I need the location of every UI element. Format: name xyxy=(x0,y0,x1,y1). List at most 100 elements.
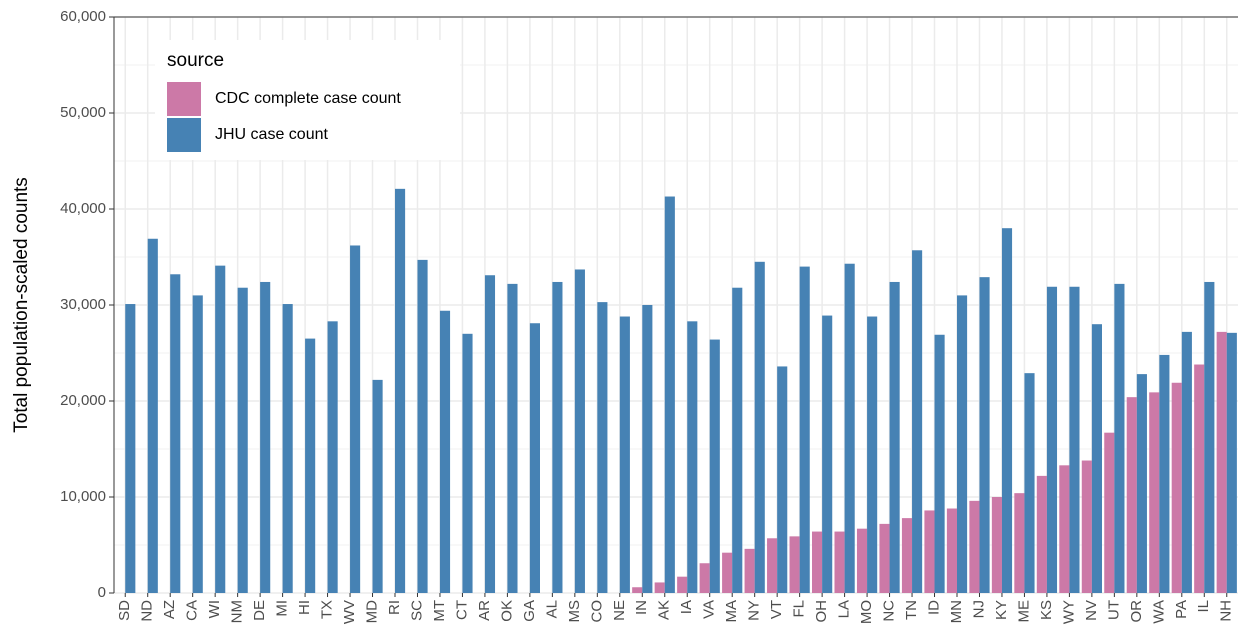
x-tick-label: NV xyxy=(1083,600,1100,621)
x-tick-label: GA xyxy=(521,600,538,622)
x-tick-label: MT xyxy=(431,600,448,622)
bar xyxy=(912,250,923,593)
x-tick-label: CT xyxy=(453,600,470,620)
bar xyxy=(699,563,710,593)
x-tick-label: IA xyxy=(678,600,695,614)
bar xyxy=(395,188,406,593)
bar xyxy=(350,245,361,594)
x-tick-label: VT xyxy=(768,600,785,619)
x-tick-label: IN xyxy=(633,600,650,615)
legend-swatch xyxy=(167,82,201,116)
bar xyxy=(327,321,338,593)
bar xyxy=(822,315,833,593)
x-tick-label: WI xyxy=(206,600,223,618)
legend-swatch xyxy=(167,118,201,152)
bar xyxy=(507,283,518,593)
bar xyxy=(417,259,428,593)
y-tick-label: 40,000 xyxy=(60,200,106,217)
bar xyxy=(664,196,675,593)
x-tick-label: CO xyxy=(588,600,605,623)
bar xyxy=(439,310,451,593)
bar xyxy=(215,265,226,593)
bar xyxy=(889,281,900,593)
bar xyxy=(856,528,868,593)
x-tick-label: AR xyxy=(476,600,493,621)
bar xyxy=(946,508,957,593)
legend-label: CDC complete case count xyxy=(215,90,401,107)
bar xyxy=(1194,364,1205,593)
y-tick-label: 50,000 xyxy=(60,104,106,121)
bar xyxy=(1069,286,1080,593)
bar xyxy=(1024,373,1035,593)
bar xyxy=(1014,493,1025,593)
bar xyxy=(260,281,271,593)
bar xyxy=(1171,382,1182,593)
bar xyxy=(732,287,743,593)
bar xyxy=(654,582,665,593)
bar xyxy=(677,576,688,593)
bar xyxy=(867,316,878,593)
bar xyxy=(552,281,563,593)
y-tick-label: 60,000 xyxy=(60,8,106,25)
y-tick-label: 10,000 xyxy=(60,488,106,505)
bar xyxy=(767,538,778,593)
legend-box xyxy=(155,40,460,160)
x-tick-label: MN xyxy=(948,600,965,623)
bar xyxy=(1216,331,1227,593)
bar xyxy=(484,275,496,593)
x-tick-label: AZ xyxy=(161,600,178,619)
x-tick-label: OR xyxy=(1128,600,1145,623)
x-tick-label: KY xyxy=(993,600,1010,620)
bar xyxy=(125,304,136,593)
x-tick-label: NJ xyxy=(970,600,987,618)
x-tick-label: NE xyxy=(611,600,628,621)
bar xyxy=(1046,286,1058,593)
x-tick-label: TX xyxy=(319,600,336,619)
bar xyxy=(170,274,181,593)
bar xyxy=(969,500,980,593)
y-tick-label: 30,000 xyxy=(60,296,106,313)
x-tick-label: AL xyxy=(543,600,560,618)
bar xyxy=(1001,228,1013,593)
bar xyxy=(834,531,845,593)
x-tick-label: OK xyxy=(498,600,515,622)
bar xyxy=(744,548,755,593)
bar xyxy=(237,287,248,593)
x-tick-label: NM xyxy=(229,600,246,623)
legend-title: source xyxy=(167,50,224,71)
bar xyxy=(1114,283,1125,593)
bar xyxy=(642,305,653,593)
bar xyxy=(372,379,383,593)
x-tick-label: SD xyxy=(116,600,133,621)
legend-label: JHU case count xyxy=(215,126,328,143)
bar xyxy=(754,261,765,593)
bar xyxy=(812,531,823,593)
x-tick-label: ID xyxy=(925,600,942,615)
x-tick-label: MA xyxy=(723,600,740,623)
bar xyxy=(777,366,788,593)
bar xyxy=(1181,331,1192,593)
x-tick-label: UT xyxy=(1105,600,1122,620)
x-tick-label: ND xyxy=(139,600,156,622)
bar xyxy=(1104,432,1115,593)
x-tick-label: LA xyxy=(836,600,853,618)
x-tick-label: AK xyxy=(656,600,673,620)
bar xyxy=(1136,374,1147,593)
bar xyxy=(1091,324,1102,593)
bar xyxy=(879,523,890,593)
bar xyxy=(1149,392,1160,593)
bar xyxy=(529,323,540,593)
bar xyxy=(799,266,810,593)
bar xyxy=(632,587,643,593)
x-tick-label: MO xyxy=(858,600,875,624)
bar xyxy=(957,295,968,593)
x-tick-label: WY xyxy=(1060,600,1077,624)
y-axis-label: Total population-scaled counts xyxy=(11,177,32,433)
x-tick-label: WA xyxy=(1150,600,1167,624)
bar xyxy=(597,302,608,593)
bar xyxy=(722,552,733,593)
x-tick-label: RI xyxy=(386,600,403,615)
bar xyxy=(844,263,855,593)
y-tick-label: 20,000 xyxy=(60,392,106,409)
bar xyxy=(901,518,913,593)
